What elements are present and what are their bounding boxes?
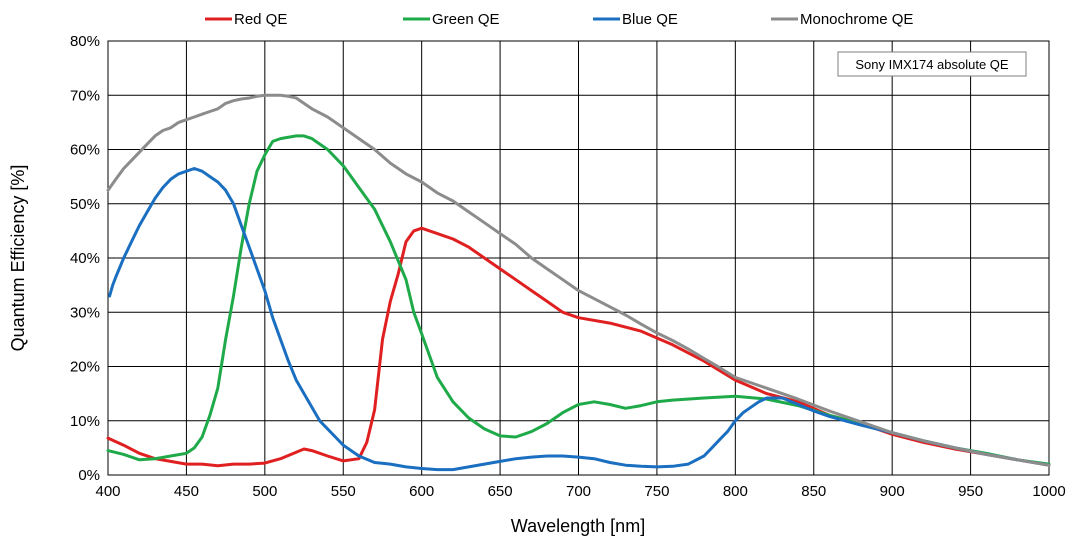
x-tick-label: 600 bbox=[409, 483, 434, 500]
x-tick-label: 850 bbox=[801, 483, 826, 500]
legend-label-monochrome-qe: Monochrome QE bbox=[800, 11, 913, 28]
annotation-box: Sony IMX174 absolute QE bbox=[837, 51, 1027, 77]
y-tick-label: 20% bbox=[70, 359, 100, 376]
data-series bbox=[106, 93, 1051, 472]
legend: Red QE Green QE Blue QE Monochrome QE bbox=[205, 11, 913, 28]
x-tick-labels: 400 450 500 550 600 650 700 750 800 850 900 950 1000 bbox=[95, 483, 1065, 500]
series-line-monochrome-qe bbox=[106, 93, 1051, 467]
annotation-text: Sony IMX174 absolute QE bbox=[855, 57, 1009, 72]
x-tick-label: 800 bbox=[723, 483, 748, 500]
x-tick-label: 500 bbox=[252, 483, 277, 500]
x-tick-label: 400 bbox=[95, 483, 120, 500]
x-tick-label: 550 bbox=[331, 483, 356, 500]
x-tick-label: 1000 bbox=[1032, 483, 1065, 500]
legend-label-blue-qe: Blue QE bbox=[622, 11, 678, 28]
x-axis-title: Wavelength [nm] bbox=[511, 516, 645, 536]
y-tick-label: 0% bbox=[78, 467, 100, 484]
y-tick-labels: 0% 10% 20% 30% 40% 50% 60% 70% 80% bbox=[70, 33, 100, 484]
y-tick-label: 70% bbox=[70, 87, 100, 104]
x-tick-label: 450 bbox=[174, 483, 199, 500]
x-tick-label: 750 bbox=[644, 483, 669, 500]
y-tick-label: 40% bbox=[70, 250, 100, 267]
y-tick-label: 80% bbox=[70, 33, 100, 50]
legend-label-green-qe: Green QE bbox=[432, 11, 500, 28]
x-tick-label: 650 bbox=[488, 483, 513, 500]
x-tick-label: 950 bbox=[958, 483, 983, 500]
series-line-green-qe bbox=[106, 134, 1051, 466]
y-axis-title: Quantum Efficiency [%] bbox=[8, 165, 28, 352]
y-tick-label: 30% bbox=[70, 304, 100, 321]
y-tick-label: 10% bbox=[70, 413, 100, 430]
legend-label-red-qe: Red QE bbox=[234, 11, 287, 28]
series-line-blue-qe bbox=[108, 167, 1051, 472]
x-tick-label: 900 bbox=[880, 483, 905, 500]
y-tick-label: 50% bbox=[70, 196, 100, 213]
x-tick-label: 700 bbox=[566, 483, 591, 500]
y-tick-label: 60% bbox=[70, 142, 100, 159]
